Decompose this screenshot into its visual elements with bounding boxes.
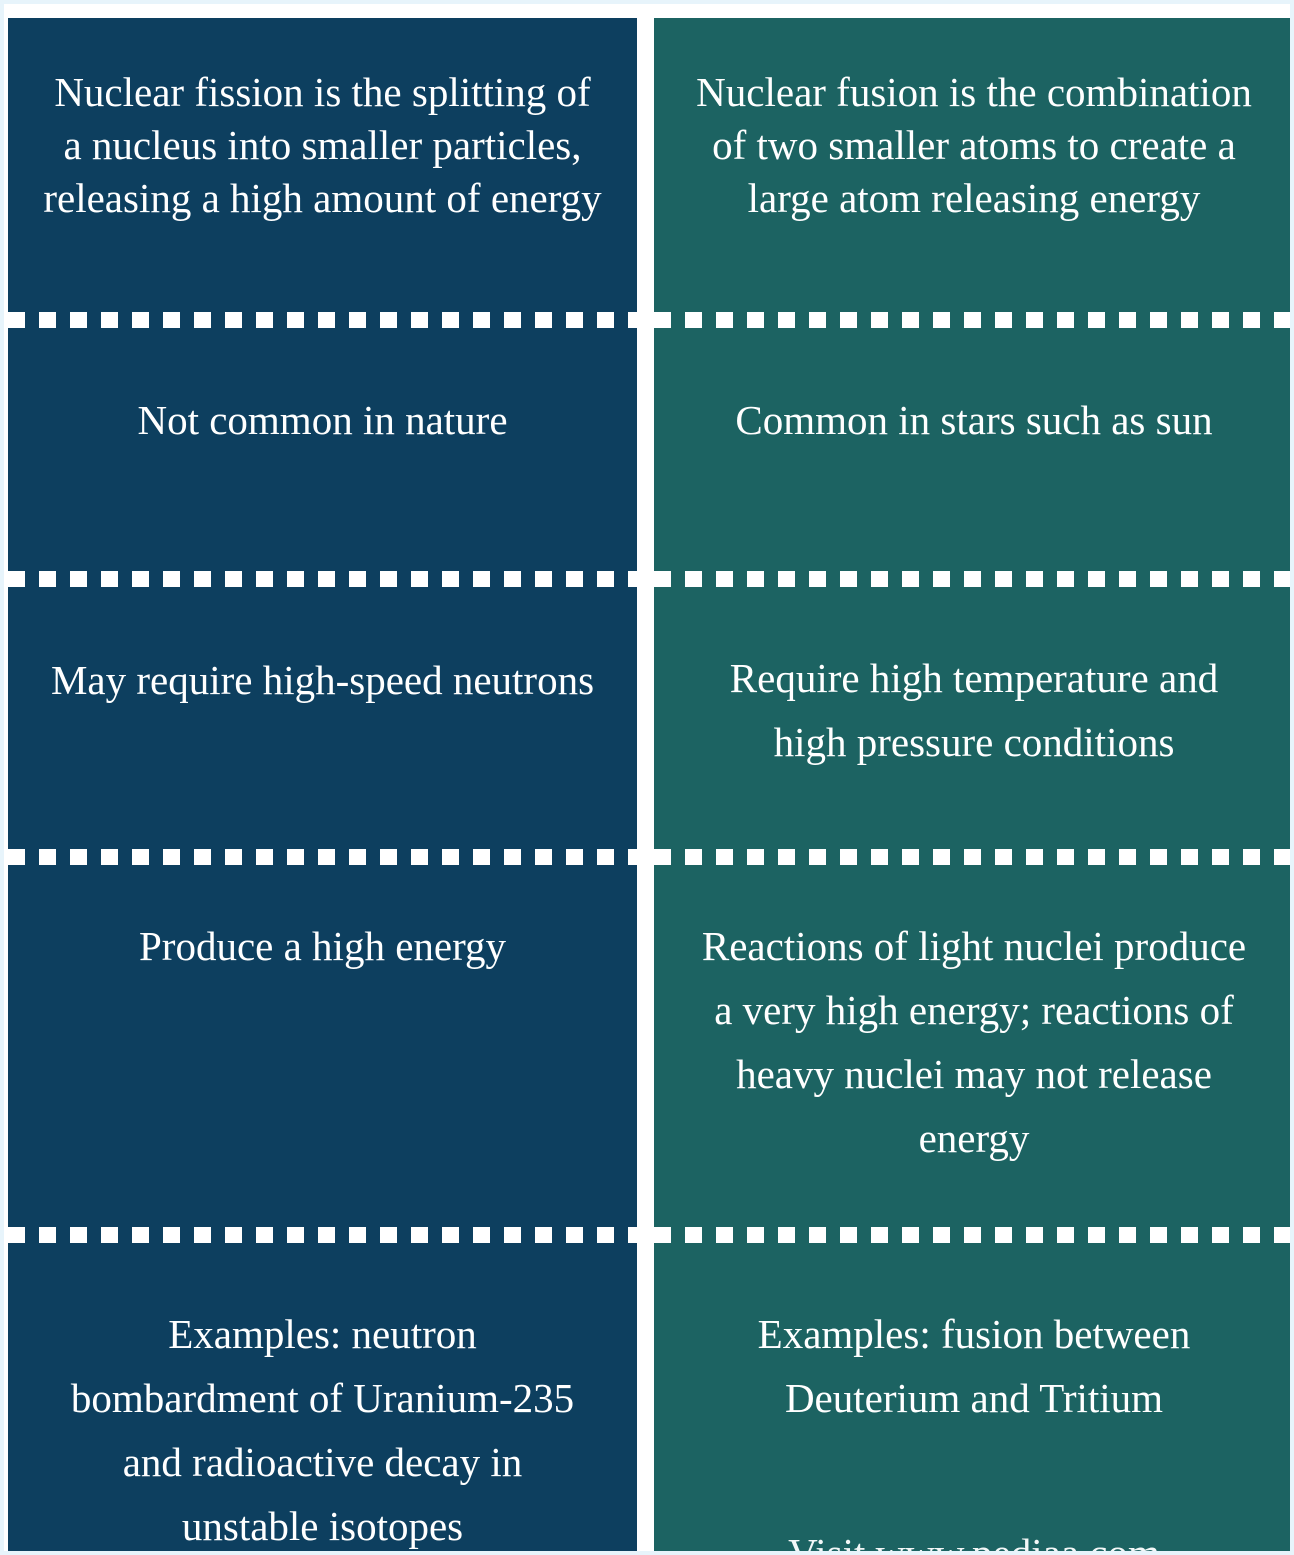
footer-watermark-text: Visit www.pediaa.com [654,1529,1290,1551]
row-divider [8,312,637,328]
fusion-occurrence: Common in stars such as sun [735,397,1213,443]
row-divider [654,849,1290,865]
row-divider [654,571,1290,587]
row-divider [8,849,637,865]
row-divider [654,312,1290,328]
row-divider [654,1227,1290,1243]
fission-column: Nuclear fission is the splitting of a nu… [8,18,637,1551]
fusion-definition: Nuclear fusion is the combination of two… [696,69,1252,221]
fusion-energy: Reactions of light nuclei produce a very… [701,923,1247,1161]
fusion-conditions: Require high temperature and high pressu… [729,655,1219,765]
fission-energy: Produce a high energy [139,923,506,969]
fission-occurrence: Not common in nature [137,397,508,443]
row-divider [8,1227,637,1243]
fission-definition: Nuclear fission is the splitting of a nu… [43,69,602,221]
fission-examples: Examples: neutron bombardment of Uranium… [70,1311,575,1549]
fusion-column: Nuclear fusion is the combination of two… [654,18,1290,1551]
fusion-examples: Examples: fusion between Deuterium and T… [757,1311,1191,1421]
row-divider [8,571,637,587]
fission-conditions: May require high-speed neutrons [50,657,595,703]
